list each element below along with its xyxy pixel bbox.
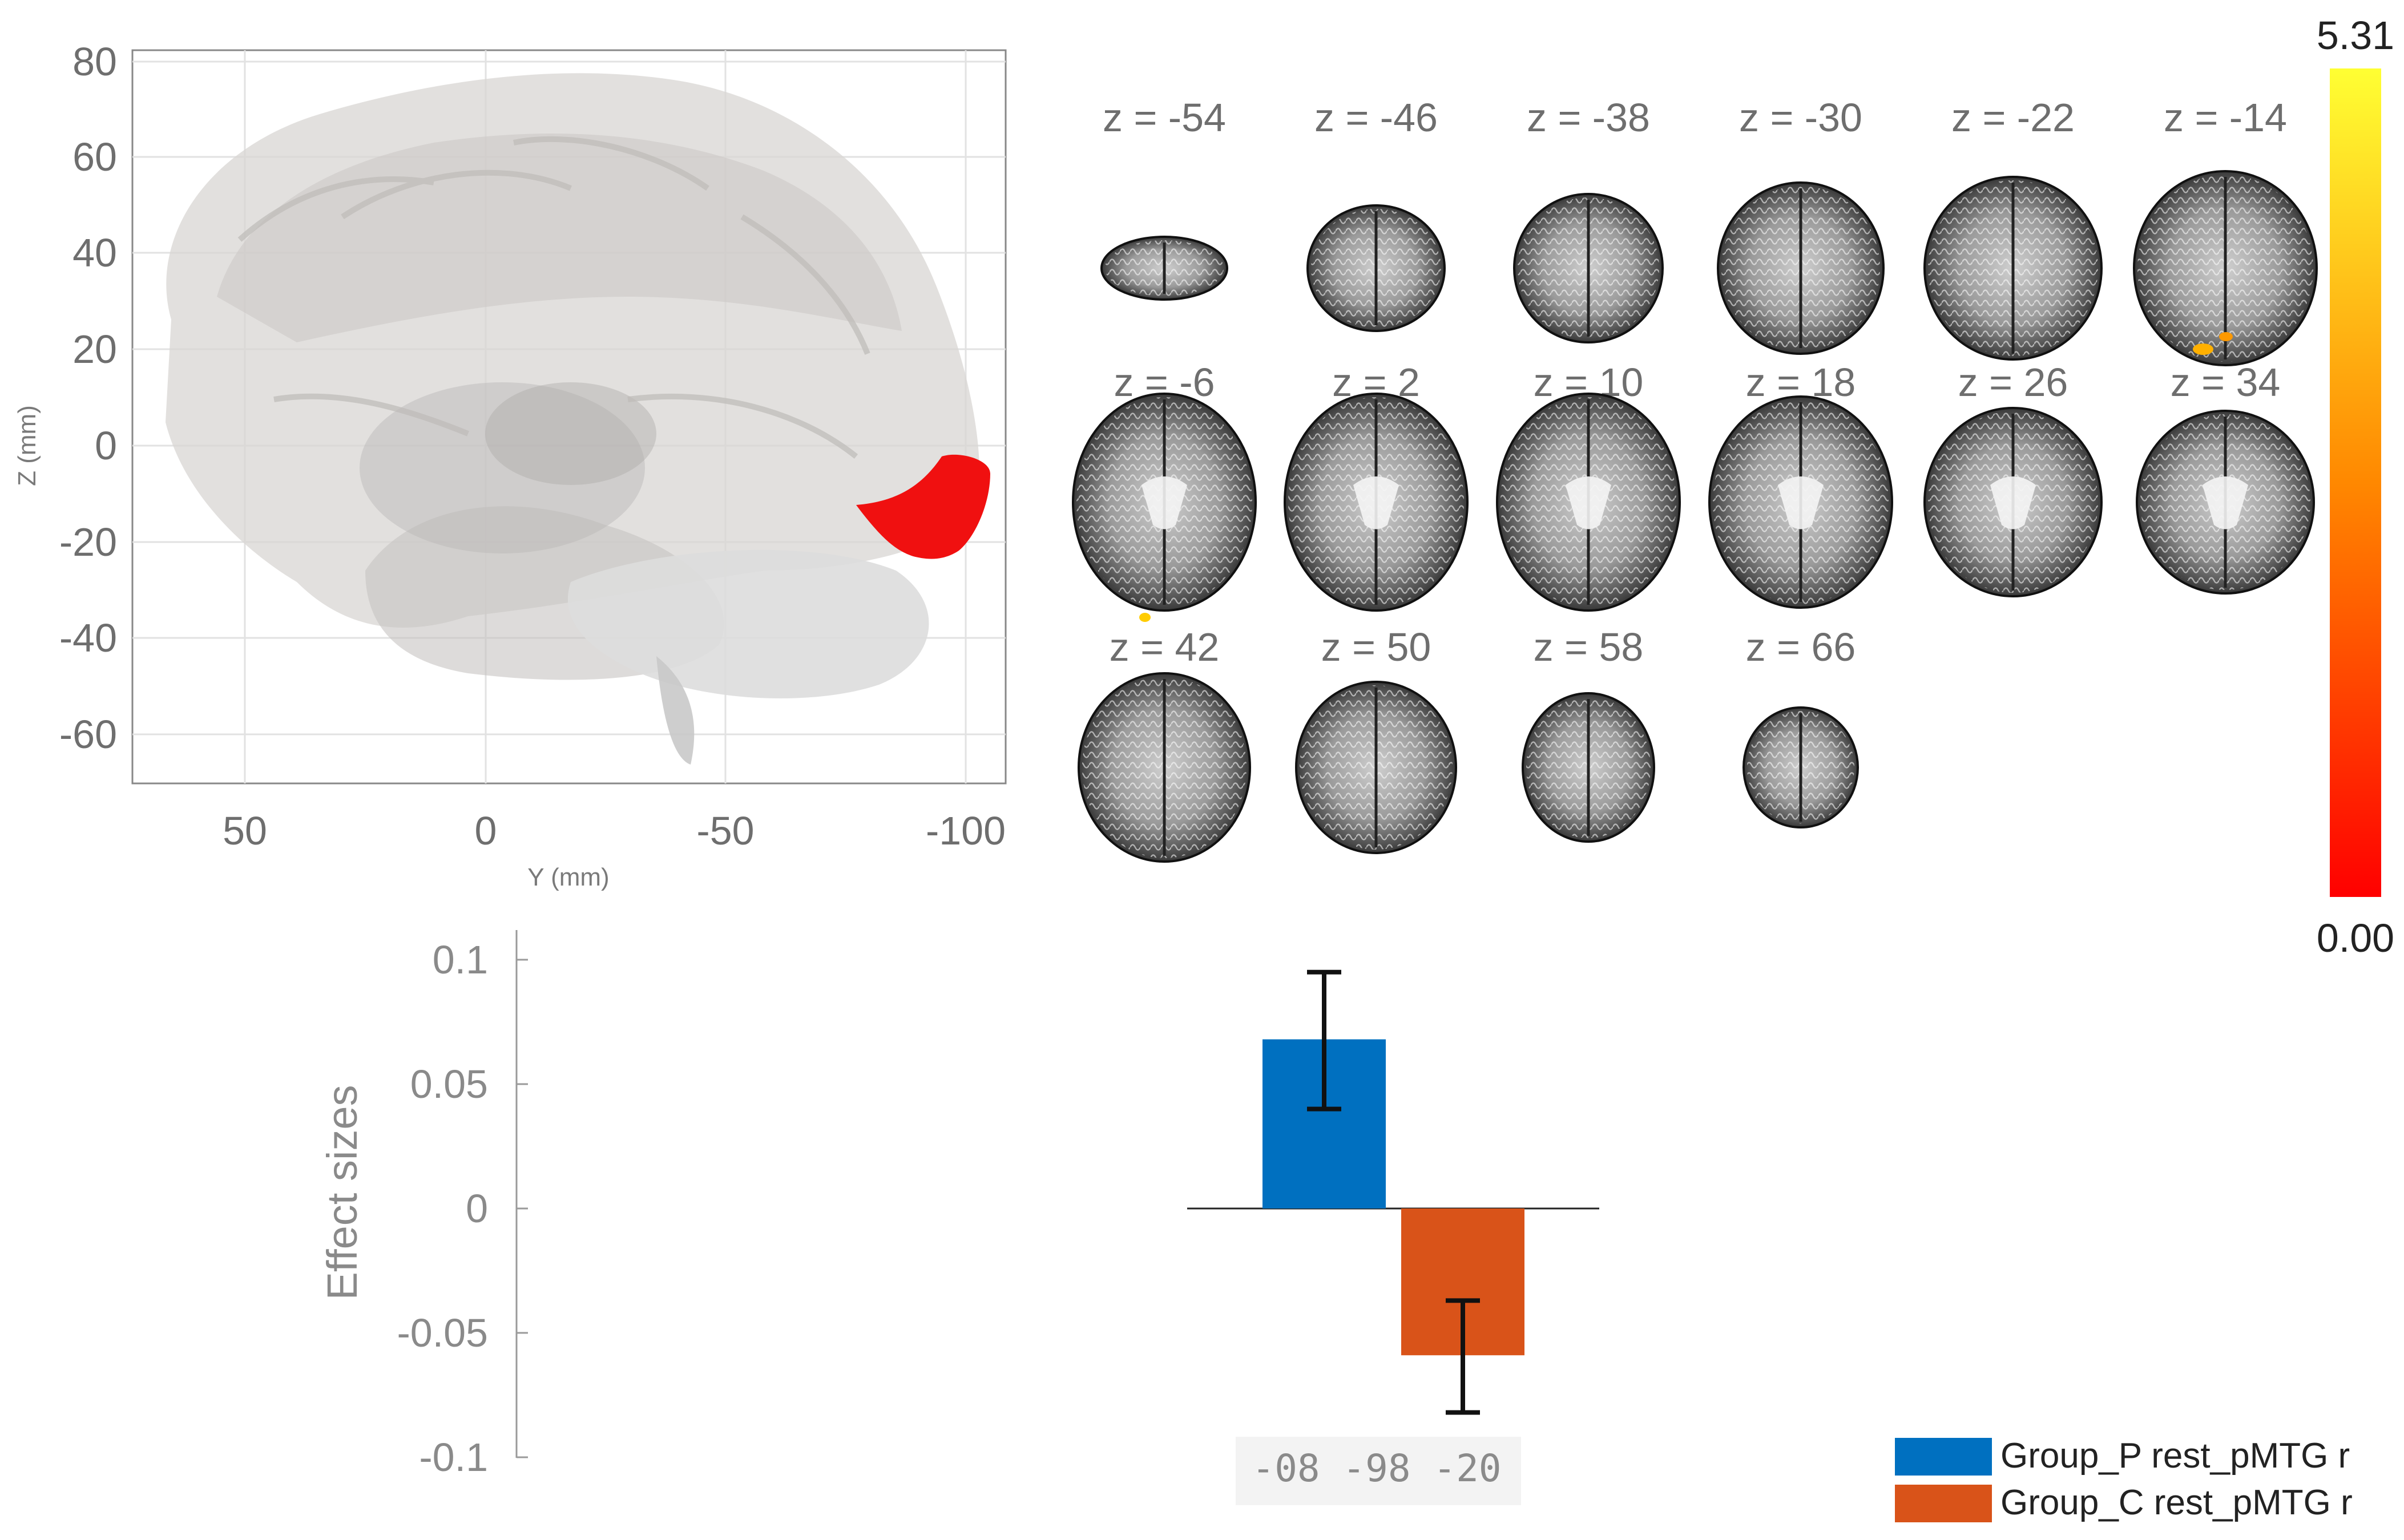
slice-label: z = -14 [2164, 95, 2287, 140]
slice-activation [2193, 343, 2213, 355]
axial-slice-image [1708, 395, 1893, 609]
bar-y-tick-label: 0.1 [433, 937, 488, 982]
axial-slice-image [1743, 706, 1859, 828]
slice-label: z = 26 [1958, 360, 2068, 405]
brain-cluster [856, 454, 990, 559]
brain-glass-render [166, 73, 990, 765]
axial-slice-image [2136, 410, 2315, 595]
bars [1262, 969, 1524, 1415]
bar-y-tick-label: -0.1 [419, 1435, 488, 1480]
brain-z-ticks: 80 60 40 20 0 -20 -40 -60 [59, 39, 117, 757]
legend-swatch [1895, 1485, 1992, 1522]
error-bar [1307, 969, 1341, 1111]
slice-label: z = -38 [1527, 95, 1650, 140]
axial-slice-image [1717, 181, 1885, 355]
z-tick: 20 [72, 327, 117, 371]
z-axis-label: Z (mm) [13, 405, 41, 486]
axial-slice-image [2133, 170, 2318, 366]
z-tick: 60 [72, 135, 117, 179]
axial-slice-image [1522, 692, 1655, 843]
bar-y-tick-label: 0.05 [410, 1062, 488, 1106]
error-bar [1446, 1298, 1480, 1415]
colorbar: 5.31 0.00 [2317, 13, 2394, 960]
x-tick-label: -08 -98 -20 [1252, 1446, 1501, 1490]
y-tick: 0 [475, 809, 497, 853]
colorbar-gradient [2330, 68, 2381, 897]
slice-activation [1139, 613, 1151, 622]
slice-label: z = 42 [1110, 625, 1220, 669]
y-tick: 50 [223, 809, 267, 853]
axial-slice-image [1496, 393, 1681, 612]
slice-label: z = -22 [1951, 95, 2075, 140]
legend-label: Group_C rest_pMTG r [2000, 1483, 2353, 1522]
legend-label: Group_P rest_pMTG r [2000, 1436, 2350, 1476]
axial-slice-image [1284, 393, 1469, 612]
axial-slice-image [1100, 236, 1228, 301]
bar-y-tick-label: -0.05 [397, 1311, 488, 1355]
axial-slice-image [1078, 672, 1251, 863]
axial-slice-image [1923, 407, 2103, 597]
slice-label: z = -46 [1314, 95, 1438, 140]
bar-y-tick-label: 0 [466, 1186, 488, 1231]
z-tick: -60 [59, 712, 117, 757]
colorbar-max-label: 5.31 [2317, 13, 2394, 58]
axial-slice-image [1923, 176, 2103, 361]
bar-y-ticks: 0.1 0.05 0 -0.05 -0.1 [397, 937, 528, 1480]
chart-legend: Group_P rest_pMTG r Group_C rest_pMTG r [1895, 1436, 2353, 1522]
axial-slices-panel: z = -54 z = -46 z = -38 z = -30 z = -22 z = -… [1072, 95, 2318, 863]
brain-3d-panel: 80 60 40 20 0 -20 -40 -60 Z (mm) 50 0 -5… [13, 39, 1007, 891]
brain-y-ticks: 50 0 -50 -100 [223, 809, 1006, 853]
y-tick: -50 [696, 809, 754, 853]
slice-label: z = 58 [1534, 625, 1644, 669]
x-tick-label-bg [1236, 1437, 1521, 1505]
axial-slice-image [1072, 393, 1257, 612]
axial-slice-image [1513, 193, 1664, 343]
y-tick: -100 [926, 809, 1006, 853]
axial-slice-image [1306, 204, 1446, 332]
axial-slice-image [1295, 681, 1457, 854]
slice-label: z = 50 [1321, 625, 1431, 669]
z-tick: 40 [72, 231, 117, 275]
slice-label: z = -30 [1739, 95, 1862, 140]
y-axis-label: Y (mm) [527, 863, 609, 891]
slice-activation [2219, 332, 2233, 341]
z-tick: -40 [59, 616, 117, 660]
legend-swatch [1895, 1438, 1992, 1476]
z-tick: 80 [72, 39, 117, 84]
z-tick: 0 [95, 423, 117, 468]
slice-label: z = 34 [2171, 360, 2281, 405]
slice-label: z = -54 [1103, 95, 1226, 140]
slice-label: z = 66 [1746, 625, 1856, 669]
effect-size-bar-chart: 0.1 0.05 0 -0.05 -0.1 Effect sizes -08 -98 -… [318, 930, 1599, 1505]
bar-y-axis-label: Effect sizes [318, 1085, 366, 1300]
z-tick: -20 [59, 520, 117, 564]
colorbar-min-label: 0.00 [2317, 916, 2394, 960]
